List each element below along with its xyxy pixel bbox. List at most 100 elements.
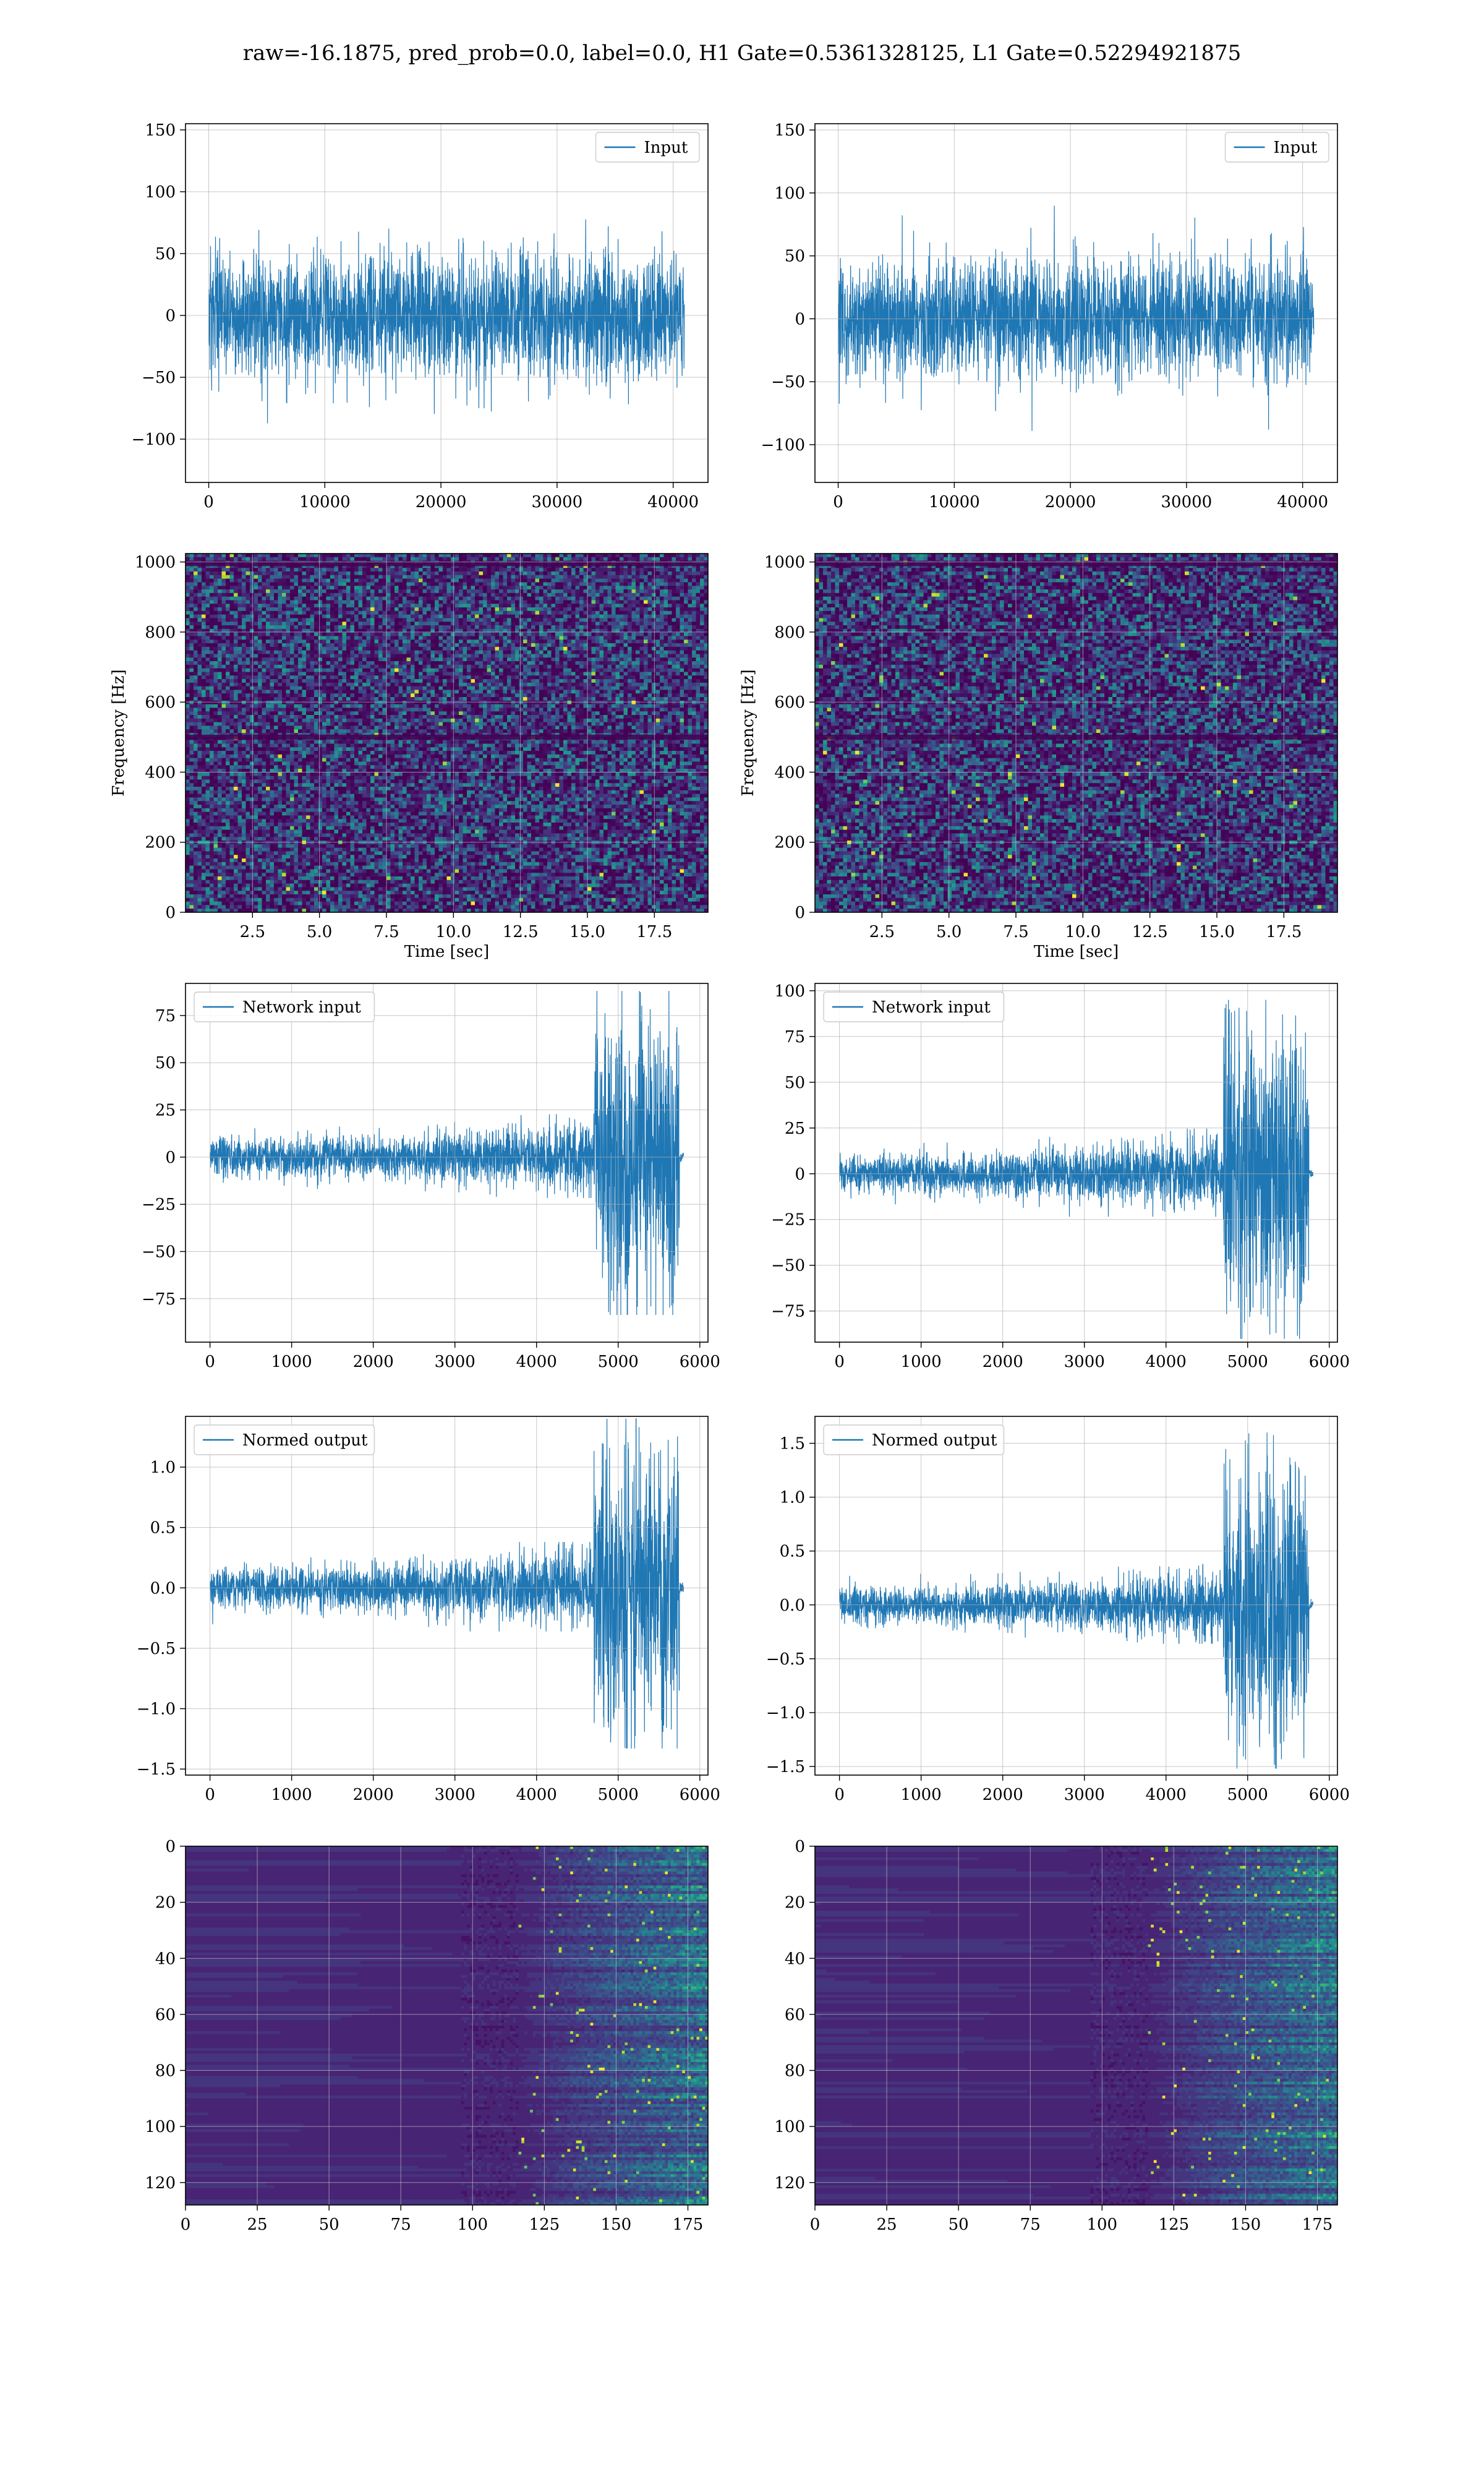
chart-r4c1-ytick-label: 0.0 xyxy=(150,1579,176,1598)
chart-r4c1: 0 1000 2000 3000 4000 5000 6000 −1.5 −1.0 −0.5 0.0… xyxy=(137,1416,720,1804)
chart-r2c2-ytick-label: 800 xyxy=(774,623,805,642)
chart-r4c1-xtick-label: 5000 xyxy=(598,1786,639,1804)
chart-r3c1-xtick-label: 2000 xyxy=(353,1353,394,1371)
chart-r2c2-ytick-label: 0 xyxy=(795,904,805,922)
chart-r3c2-xtick-label: 4000 xyxy=(1146,1353,1187,1371)
chart-r2c2-xtick-label: 12.5 xyxy=(1132,923,1168,941)
chart-r1c1: 0 10000 20000 30000 40000 −100 −50 0 50 100 150 Inp… xyxy=(132,121,709,511)
chart-r3c1-ytick-label: 75 xyxy=(155,1007,176,1025)
chart-r2c1-xtick-label: 15.0 xyxy=(569,923,605,941)
chart-r4c2-xtick-label: 2000 xyxy=(983,1786,1023,1804)
chart-r4c2-xtick-label: 4000 xyxy=(1146,1786,1187,1804)
chart-r1c2-content xyxy=(815,124,1337,482)
chart-r5c1-frame xyxy=(185,1846,709,2206)
chart-r3c2: 0 1000 2000 3000 4000 5000 6000 −75 −50 −25 0 25 50 7… xyxy=(771,982,1350,1371)
chart-r3c2-ytick-label: 100 xyxy=(774,982,805,1001)
chart-r4c1-frame xyxy=(185,1416,709,1776)
chart-r2c2-xtick-label: 10.0 xyxy=(1065,923,1101,941)
chart-r5c2-xtick-label: 50 xyxy=(949,2215,969,2234)
chart-r3c2-frame xyxy=(814,983,1338,1343)
chart-r2c1-xlabel: Time [sec] xyxy=(404,943,490,961)
chart-r1c2-xtick-label: 40000 xyxy=(1277,493,1328,511)
chart-r5c1-content xyxy=(186,1846,708,2205)
chart-r5c2-ytick-label: 120 xyxy=(774,2174,805,2193)
chart-r2c1-xtick-label: 17.5 xyxy=(636,923,672,941)
chart-r3c1-ytick-label: 0 xyxy=(165,1149,176,1167)
chart-r4c2-ytick-label: 1.5 xyxy=(780,1435,805,1453)
chart-r2c2-xlabel: Time [sec] xyxy=(1034,943,1119,961)
chart-r3c2-xtick-label: 6000 xyxy=(1309,1353,1350,1371)
chart-r1c1-xtick-label: 40000 xyxy=(647,493,699,511)
chart-r1c1-ytick-label: 50 xyxy=(155,245,176,263)
chart-r3c1-xtick-label: 5000 xyxy=(598,1353,639,1371)
chart-r3c1-xtick-label: 3000 xyxy=(435,1353,475,1371)
chart-r4c1-legend: Normed output xyxy=(194,1424,375,1455)
chart-r1c1-frame xyxy=(185,123,709,483)
chart-r5c1-ytick-label: 40 xyxy=(155,1950,176,1968)
chart-r5c1-xtick-label: 125 xyxy=(529,2215,560,2234)
chart-r5c1-xtick-label: 175 xyxy=(673,2215,704,2234)
chart-r5c1-xtick-label: 100 xyxy=(457,2215,488,2234)
chart-r3c1-ytick-label: 50 xyxy=(155,1054,176,1072)
chart-r2c1-frame xyxy=(185,553,709,913)
chart-r3c1-xtick-label: 4000 xyxy=(516,1353,557,1371)
chart-r2c1-ylabel: Frequency [Hz] xyxy=(109,669,128,797)
chart-r5c2-xtick-label: 0 xyxy=(810,2215,821,2234)
chart-r5c2-ytick-label: 100 xyxy=(774,2118,805,2136)
chart-r1c1-xtick-label: 30000 xyxy=(532,493,583,511)
chart-r1c2-xtick-label: 30000 xyxy=(1161,493,1213,511)
chart-r2c1-xtick-label: 5.0 xyxy=(307,923,332,941)
chart-r3c2-series-line xyxy=(839,999,1313,1339)
chart-r5c2-ytick-label: 60 xyxy=(785,2006,805,2024)
chart-r1c1-series-line xyxy=(208,219,685,424)
chart-r3c2-xtick-label: 1000 xyxy=(901,1353,942,1371)
chart-r2c2-content xyxy=(815,554,1337,912)
chart-r5c1: 0 25 50 75 100 125 150 175 0 20 40 60 80 100 120 xyxy=(145,1838,709,2234)
chart-r3c1-legend: Network input xyxy=(194,991,375,1022)
chart-r1c2-ytick-label: 0 xyxy=(795,310,805,328)
chart-r3c2-xtick-label: 2000 xyxy=(983,1353,1023,1371)
chart-r4c1-xtick-label: 0 xyxy=(205,1786,215,1804)
chart-r5c2-ytick-label: 20 xyxy=(785,1894,805,1912)
chart-r1c2-xtick-label: 10000 xyxy=(929,493,980,511)
chart-r2c1-xtick-label: 7.5 xyxy=(373,923,399,941)
chart-r4c1-xtick-label: 4000 xyxy=(516,1786,557,1804)
chart-r4c1-ytick-label: 0.5 xyxy=(150,1519,176,1538)
chart-r4c2-frame xyxy=(814,1416,1338,1776)
chart-r3c2-ytick-label: 0 xyxy=(795,1165,805,1184)
chart-r5c2-xtick-label: 75 xyxy=(1020,2215,1041,2234)
chart-r4c2-xtick-label: 0 xyxy=(834,1786,845,1804)
chart-r3c1-series-line xyxy=(210,991,684,1316)
chart-r5c1-xtick-label: 150 xyxy=(601,2215,632,2234)
chart-r2c2-xtick-label: 2.5 xyxy=(869,923,895,941)
chart-r4c2-legend-label: Normed output xyxy=(872,1431,997,1450)
chart-r4c2-ytick-label: −0.5 xyxy=(766,1650,805,1669)
chart-r1c2-frame xyxy=(814,123,1338,483)
chart-r1c1-ytick-label: −100 xyxy=(132,430,176,449)
chart-r3c1-content xyxy=(186,983,708,1342)
chart-r5c2-ytick-label: 40 xyxy=(785,1950,805,1968)
chart-r5c2-xtick-label: 150 xyxy=(1230,2215,1261,2234)
chart-r4c2-ytick-label: 0.5 xyxy=(780,1543,805,1561)
chart-r2c2-xtick-label: 5.0 xyxy=(936,923,962,941)
chart-r2c1-ytick-label: 400 xyxy=(145,763,176,782)
chart-r2c2-frame xyxy=(814,553,1338,913)
chart-r2c1-ytick-label: 200 xyxy=(145,834,176,852)
chart-r1c2: 0 10000 20000 30000 40000 −100 −50 0 50 100 150 Inp… xyxy=(761,121,1338,511)
chart-r3c1-frame xyxy=(185,983,709,1343)
chart-r2c2-ytick-label: 400 xyxy=(774,763,805,782)
chart-r2c2-ylabel: Frequency [Hz] xyxy=(739,669,757,797)
chart-r1c1-ytick-label: 150 xyxy=(145,121,176,140)
figure-title: raw=-16.1875, pred_prob=0.0, label=0.0, … xyxy=(0,41,1484,66)
chart-r1c2-ytick-label: 150 xyxy=(774,121,805,140)
chart-r3c1-xtick-label: 1000 xyxy=(271,1353,312,1371)
chart-r5c2-content xyxy=(815,1846,1337,2205)
chart-r3c2-legend-label: Network input xyxy=(872,998,991,1017)
chart-r1c1-legend-label: Input xyxy=(644,139,688,157)
chart-r2c1-xtick-label: 12.5 xyxy=(503,923,539,941)
chart-r3c1-ytick-label: −75 xyxy=(142,1290,176,1309)
chart-r3c2-legend: Network input xyxy=(823,991,1005,1022)
chart-r4c2-ytick-label: −1.5 xyxy=(766,1758,805,1776)
chart-r3c2-xtick-label: 3000 xyxy=(1064,1353,1105,1371)
